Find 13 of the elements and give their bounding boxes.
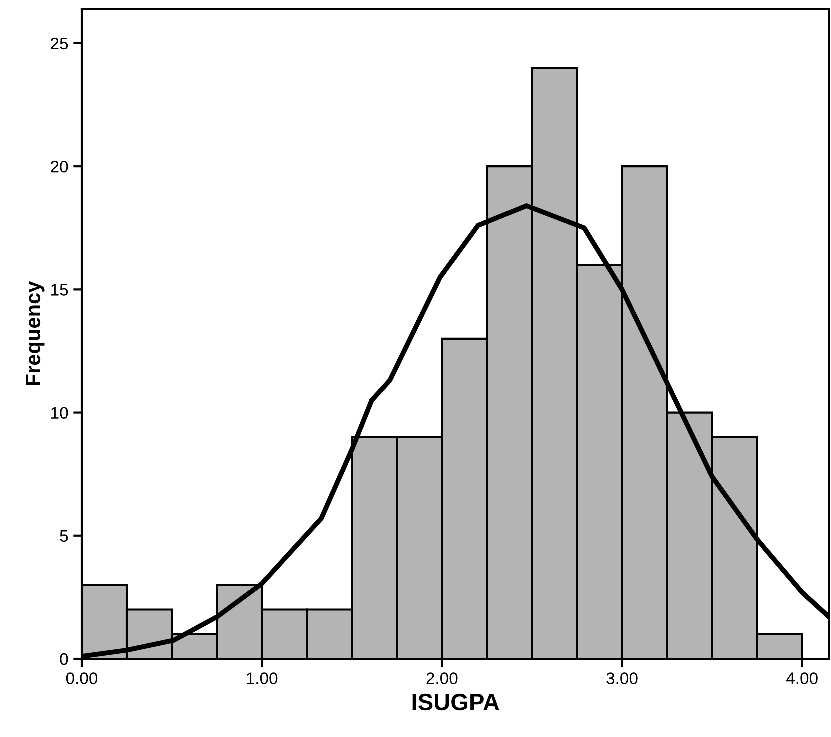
x-tick-label: 4.00 (786, 672, 818, 684)
x-tick-label: 3.00 (606, 672, 638, 684)
y-tick-label: 0 (60, 653, 68, 666)
x-tick-label: 2.00 (426, 672, 458, 684)
x-tick-label: 0.00 (66, 672, 98, 684)
y-axis-title: Frequency (26, 281, 45, 386)
y-tick-label: 25 (51, 38, 68, 50)
x-tick-label: 1.00 (247, 672, 278, 684)
y-tick-label: 20 (51, 160, 68, 173)
x-axis-title: ISUGPA (412, 694, 500, 711)
y-tick-label: 5 (60, 530, 68, 542)
y-tick-label: 10 (52, 407, 68, 419)
y-tick-label: 15 (52, 284, 68, 296)
